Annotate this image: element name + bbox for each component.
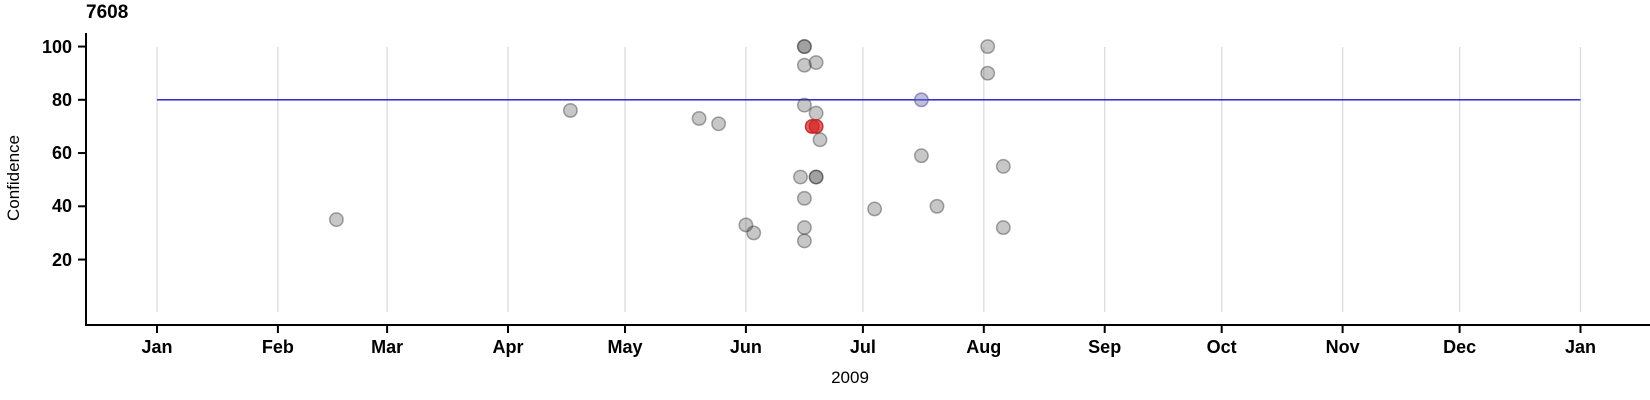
data-point-gray[interactable]	[808, 105, 824, 121]
y-tick-label: 80	[51, 89, 72, 110]
data-point-gray[interactable]	[562, 103, 578, 118]
x-tick-label: Jun	[729, 337, 762, 357]
data-point-red[interactable]	[808, 118, 824, 134]
data-point-gray[interactable]	[929, 198, 945, 214]
x-tick-label: Aug	[966, 337, 1002, 357]
x-tick-label: Sep	[1088, 337, 1122, 357]
y-axis-label: Confidence	[4, 134, 23, 222]
y-tick-label: 60	[51, 143, 72, 164]
y-tick-label: 20	[51, 249, 72, 270]
data-point-gray[interactable]	[808, 169, 824, 185]
data-point-gray[interactable]	[913, 148, 929, 164]
x-tick-label: Mar	[371, 337, 404, 357]
data-point-gray[interactable]	[746, 225, 762, 241]
chart-title: 7608	[86, 2, 129, 23]
data-point-gray[interactable]	[812, 132, 828, 148]
x-axis-label: 2009	[831, 368, 869, 387]
data-point-gray[interactable]	[867, 201, 883, 217]
x-tick-label: Jan	[141, 337, 173, 357]
data-point-gray[interactable]	[328, 212, 344, 228]
data-point-gray[interactable]	[995, 220, 1011, 236]
data-point-gray[interactable]	[738, 217, 754, 233]
y-tick-label: 40	[51, 196, 72, 217]
data-point-gray[interactable]	[995, 158, 1011, 174]
data-point-violet[interactable]	[913, 92, 929, 108]
data-point-gray[interactable]	[711, 116, 727, 132]
x-tick-label: May	[607, 337, 643, 357]
data-point-gray[interactable]	[808, 169, 824, 185]
x-tick-label: Jan	[1564, 337, 1597, 357]
data-point-gray[interactable]	[796, 97, 812, 113]
x-tick-label: Dec	[1443, 337, 1477, 357]
y-tick-label: 100	[41, 36, 72, 57]
x-tick-label: Oct	[1206, 337, 1237, 357]
data-point-gray[interactable]	[980, 65, 996, 81]
x-tick-label: Apr	[492, 337, 524, 357]
data-point-gray[interactable]	[796, 190, 812, 206]
data-point-gray[interactable]	[793, 169, 808, 185]
x-tick-label: Jul	[849, 337, 876, 357]
x-tick-label: Nov	[1325, 337, 1360, 357]
x-tick-label: Feb	[261, 337, 294, 357]
data-point-gray[interactable]	[796, 39, 812, 54]
data-point-gray[interactable]	[796, 233, 812, 249]
data-point-gray[interactable]	[980, 39, 996, 54]
data-point-gray[interactable]	[796, 57, 812, 73]
data-point-gray[interactable]	[691, 110, 707, 126]
data-point-gray[interactable]	[796, 39, 812, 54]
data-point-gray[interactable]	[796, 220, 812, 236]
data-point-gray[interactable]	[808, 55, 824, 70]
